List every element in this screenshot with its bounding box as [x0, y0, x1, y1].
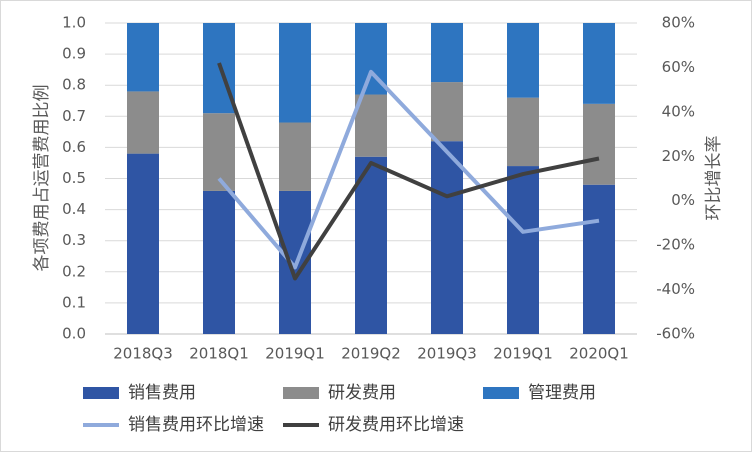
- y2-tick-label: 60%: [662, 58, 695, 76]
- y-tick-label: 0.0: [62, 325, 86, 343]
- legend-swatch: [283, 387, 319, 399]
- bar-segment: [583, 103, 615, 185]
- y2-tick-label: -60%: [656, 325, 695, 343]
- bar-segment: [507, 23, 539, 98]
- bar-segment: [203, 190, 235, 334]
- x-tick-label: 2019Q1: [265, 345, 325, 363]
- line: [217, 62, 600, 281]
- bar-segment: [127, 153, 159, 334]
- bar-segment: [431, 141, 463, 334]
- y-tick-label: 1.0: [62, 14, 86, 32]
- bar-segment: [583, 184, 615, 334]
- bar-segment: [203, 113, 235, 191]
- y2-tick-label: 80%: [662, 14, 695, 32]
- x-tick-label: 2019Q2: [341, 345, 401, 363]
- y-tick-label: 0.3: [62, 231, 86, 249]
- bar-segment: [431, 82, 463, 142]
- bar-segment: [127, 91, 159, 154]
- legend-swatch: [83, 387, 119, 399]
- bar-segment: [583, 23, 615, 104]
- x-tick-label: 2018Q1: [189, 345, 249, 363]
- y2-tick-label: 0%: [671, 191, 695, 209]
- legend-label: 研发费用: [328, 383, 396, 403]
- legend-swatch: [483, 387, 519, 399]
- bar-segment: [355, 94, 387, 157]
- y2-tick-label: 40%: [662, 102, 695, 120]
- y-tick-label: 0.9: [62, 45, 86, 63]
- y-axis-label: 各项费用占运营费用比例: [32, 85, 52, 272]
- legend-label: 研发费用环比增速: [328, 415, 464, 435]
- y-tick-label: 0.5: [62, 169, 86, 187]
- y2-tick-label: -20%: [656, 236, 695, 254]
- bar-segment: [127, 23, 159, 92]
- y-tick-label: 0.4: [62, 200, 86, 218]
- x-tick-label: 2018Q3: [113, 345, 173, 363]
- bar-segment: [355, 156, 387, 334]
- y2-tick-label: -40%: [656, 280, 695, 298]
- bar-segment: [507, 97, 539, 167]
- line: [217, 69, 600, 270]
- y-tick-label: 0.2: [62, 262, 86, 280]
- y2-tick-label: 20%: [662, 147, 695, 165]
- legend-label: 管理费用: [528, 383, 596, 403]
- bar-segment: [279, 23, 311, 123]
- y-tick-label: 0.1: [62, 293, 86, 311]
- bar-segment: [507, 166, 539, 334]
- y-tick-label: 0.8: [62, 76, 86, 94]
- legend-label: 销售费用: [128, 383, 196, 403]
- y2-axis-label: 环比增长率: [704, 136, 724, 221]
- y-tick-label: 0.6: [62, 138, 86, 156]
- x-tick-label: 2019Q3: [417, 345, 477, 363]
- y-tick-label: 0.7: [62, 107, 86, 125]
- legend-label: 销售费用环比增速: [128, 415, 264, 435]
- x-tick-label: 2020Q1: [569, 345, 629, 363]
- bar-segment: [279, 122, 311, 191]
- bar-segment: [431, 23, 463, 83]
- x-tick-label: 2019Q1: [493, 345, 553, 363]
